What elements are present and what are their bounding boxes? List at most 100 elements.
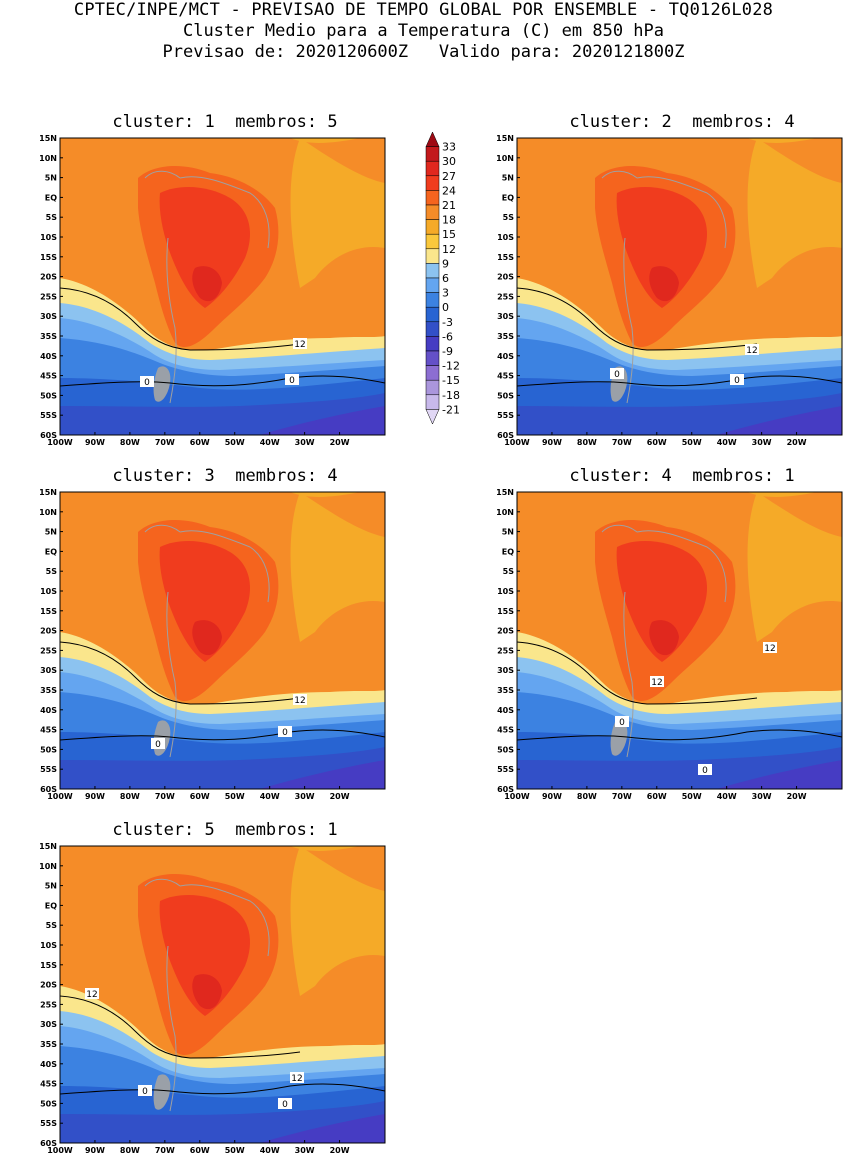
- latitude-label: 15S: [40, 607, 57, 616]
- latitude-label: EQ: [502, 193, 514, 202]
- latitude-label: EQ: [502, 547, 514, 556]
- latitude-label: 40S: [497, 352, 514, 361]
- colorbar-swatch: [425, 292, 440, 308]
- latitude-label: 5S: [503, 567, 515, 576]
- map-panel-2: 12 0 0 15N 10N 5N EQ 5S 10S 15S 20S 25S 30S 35S 40S 45S…: [496, 134, 843, 447]
- colorbar-label: 30: [442, 155, 456, 168]
- latitude-label: 50S: [497, 391, 514, 400]
- contour-label-bg: [610, 368, 624, 379]
- contour-label-bg: [138, 1085, 152, 1096]
- latitude-label: 55S: [497, 411, 514, 420]
- contour-label-bg: [140, 376, 154, 387]
- latitude-label: 60S: [40, 785, 57, 794]
- longitude-label: 80W: [577, 792, 597, 801]
- longitude-label: 100W: [504, 792, 530, 801]
- longitude-label: 80W: [577, 438, 597, 447]
- longitude-label: 90W: [542, 792, 562, 801]
- map-panel-5: 12 12 0 0 15N 10N 5N EQ 5S 10S 15S 20S 25S 30S 35S 40S 4…: [39, 842, 386, 1155]
- latitude-label: 45S: [40, 372, 57, 381]
- contour-label: 0: [142, 1087, 148, 1097]
- latitude-label: 10S: [40, 941, 57, 950]
- latitude-label: 10S: [40, 233, 57, 242]
- latitude-label: 20S: [497, 627, 514, 636]
- latitude-label: 55S: [497, 765, 514, 774]
- contour-label-bg: [293, 694, 307, 705]
- colorbar-swatch: [425, 394, 440, 410]
- contour-label-bg: [290, 1072, 304, 1083]
- latitude-label: 20S: [40, 981, 57, 990]
- contour-label: 0: [155, 740, 161, 750]
- longitude-label: 30W: [295, 1146, 315, 1155]
- latitude-label: 45S: [40, 1080, 57, 1089]
- colorbar-swatch: [425, 146, 440, 162]
- contour-label-bg: [650, 676, 664, 687]
- latitude-label: 60S: [497, 431, 514, 440]
- latitude-label: 40S: [40, 352, 57, 361]
- longitude-label: 90W: [85, 792, 105, 801]
- longitude-label: 90W: [542, 438, 562, 447]
- colorbar-swatch: [425, 175, 440, 191]
- longitude-label: 90W: [85, 438, 105, 447]
- map-panel-3: 12 0 0 15N 10N 5N EQ 5S 10S 15S 20S 25S 30S 35S 40S 45S…: [39, 488, 386, 801]
- contour-label: 12: [86, 990, 97, 1000]
- contour-label: 0: [614, 370, 620, 380]
- longitude-label: 50W: [225, 1146, 245, 1155]
- contour-label: 0: [282, 1100, 288, 1110]
- panel-title-5: cluster: 5 membros: 1: [112, 820, 338, 840]
- longitude-label: 20W: [330, 1146, 350, 1155]
- colorbar-swatch: [425, 219, 440, 235]
- latitude-label: 5N: [502, 528, 514, 537]
- contour-label: 0: [619, 718, 625, 728]
- longitude-label: 70W: [612, 438, 632, 447]
- latitude-label: 5N: [45, 528, 57, 537]
- latitude-label: 35S: [40, 1040, 57, 1049]
- latitude-label: 55S: [40, 765, 57, 774]
- latitude-label: 15N: [496, 134, 514, 143]
- colorbar-label: 6: [442, 272, 449, 285]
- latitude-label: 10N: [39, 154, 57, 163]
- latitude-label: 50S: [40, 1099, 57, 1108]
- contour-label-bg: [151, 738, 165, 749]
- latitude-label: 5S: [46, 921, 58, 930]
- longitude-label: 20W: [330, 438, 350, 447]
- latitude-label: 10N: [496, 154, 514, 163]
- contour-label-bg: [278, 1098, 292, 1109]
- colorbar-swatch: [425, 160, 440, 177]
- colorbar-label: 18: [442, 214, 456, 227]
- latitude-label: 35S: [40, 686, 57, 695]
- latitude-label: 50S: [40, 391, 57, 400]
- longitude-label: 70W: [155, 1146, 175, 1155]
- longitude-label: 80W: [120, 1146, 140, 1155]
- latitude-label: 5S: [503, 213, 515, 222]
- latitude-label: 20S: [40, 273, 57, 282]
- longitude-label: 50W: [225, 438, 245, 447]
- contour-label-bg: [745, 344, 759, 355]
- longitude-label: 40W: [260, 792, 280, 801]
- map-panel-4: 12 12 0 0 15N 10N 5N EQ 5S 10S 15S 20S 25S 30S 35S 40S 4…: [496, 488, 843, 801]
- latitude-label: 5N: [45, 174, 57, 183]
- latitude-label: 20S: [497, 273, 514, 282]
- colorbar-swatch: [425, 336, 440, 352]
- latitude-label: 45S: [497, 372, 514, 381]
- latitude-label: 20S: [40, 627, 57, 636]
- contour-label-bg: [763, 642, 777, 653]
- latitude-label: 25S: [40, 292, 57, 301]
- contour-label-bg: [278, 726, 292, 737]
- colorbar-label: -18: [442, 389, 460, 402]
- contour-label: 12: [746, 346, 757, 356]
- contour-label-bg: [85, 988, 99, 999]
- colorbar-swatch: [425, 190, 440, 206]
- latitude-label: 30S: [497, 666, 514, 675]
- colorbar-label: -3: [442, 316, 453, 329]
- latitude-label: 40S: [497, 706, 514, 715]
- contour-label: 12: [294, 340, 305, 350]
- longitude-label: 20W: [787, 438, 807, 447]
- colorbar-swatch: [425, 350, 440, 366]
- colorbar-swatch: [425, 233, 440, 250]
- contour-label-bg: [285, 374, 299, 385]
- longitude-label: 50W: [225, 792, 245, 801]
- latitude-label: EQ: [45, 547, 57, 556]
- colorbar-swatch: [425, 306, 440, 323]
- latitude-label: 15N: [39, 488, 57, 497]
